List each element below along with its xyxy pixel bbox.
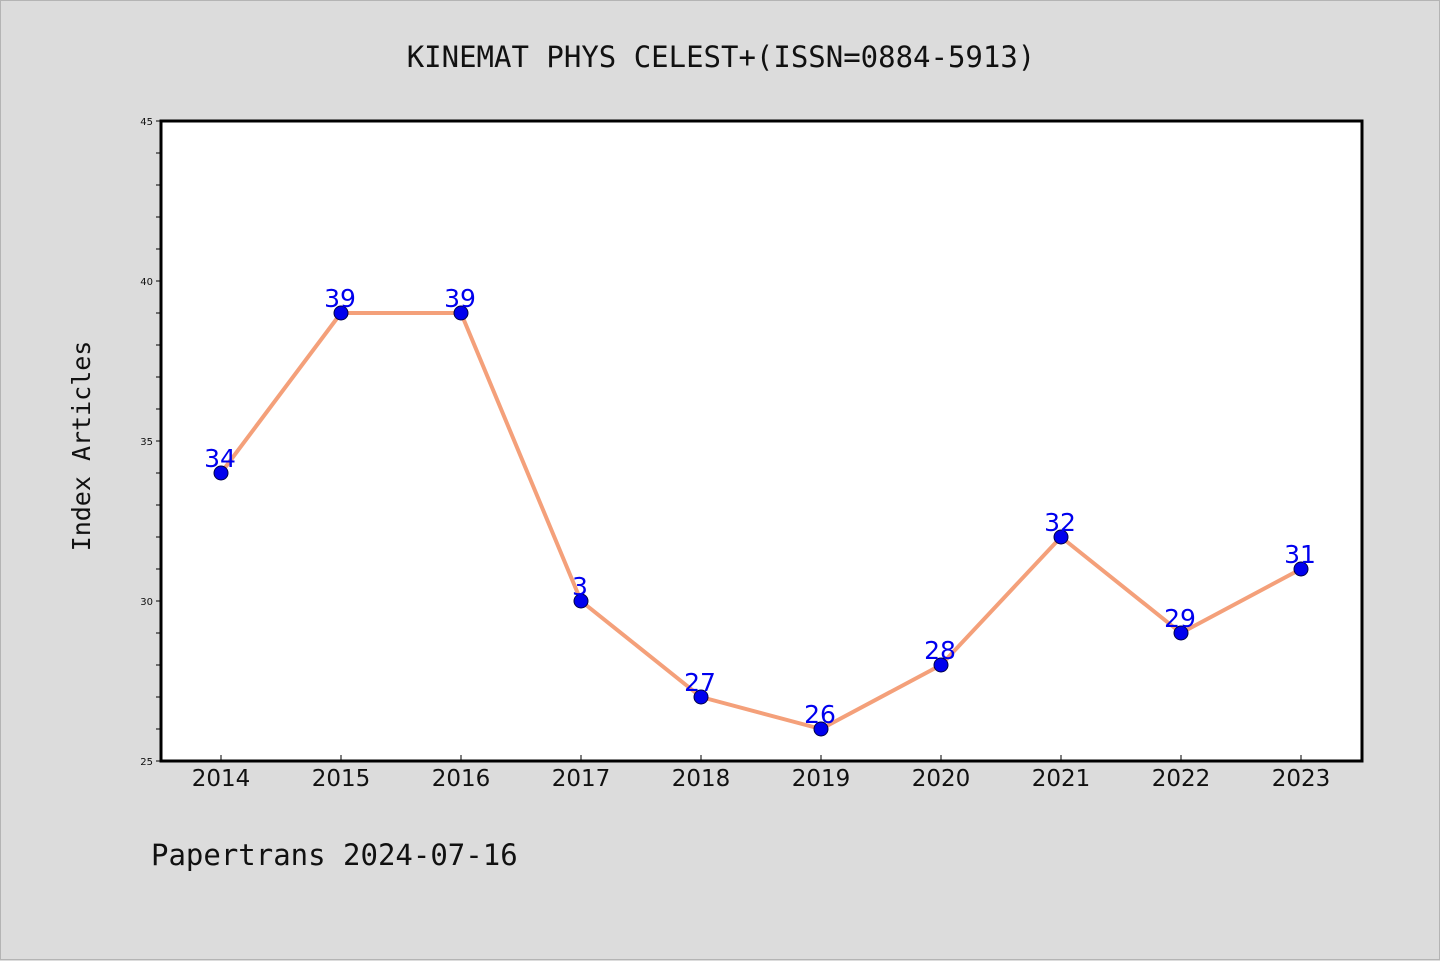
- data-label: 27: [684, 668, 716, 697]
- data-point: [573, 593, 589, 609]
- x-tick-label: 2019: [792, 766, 851, 792]
- x-tick-label: 2016: [432, 766, 491, 792]
- data-label: 39: [324, 284, 356, 313]
- footer-text: Papertrans 2024-07-16: [151, 838, 518, 872]
- y-tick-label: 25: [140, 757, 153, 768]
- data-point: [1173, 625, 1189, 641]
- x-tick-label: 2020: [912, 766, 971, 792]
- data-point: [1053, 529, 1069, 545]
- data-label: 32: [1044, 508, 1076, 537]
- chart-title: KINEMAT PHYS CELEST+(ISSN=0884-5913): [407, 40, 1036, 74]
- data-label: 28: [924, 636, 956, 665]
- y-tick-label: 35: [140, 437, 153, 448]
- series-layer: [213, 305, 1309, 737]
- plot-area: [159, 119, 1364, 763]
- x-tick-label: 2014: [192, 766, 251, 792]
- data-point: [333, 305, 349, 321]
- x-tick-label: 2022: [1152, 766, 1211, 792]
- y-axis-label: Index Articles: [67, 341, 96, 552]
- data-point: [813, 721, 829, 737]
- data-label: 26: [804, 700, 836, 729]
- x-tick-label: 2021: [1032, 766, 1091, 792]
- data-point: [933, 657, 949, 673]
- y-tick-label: 30: [140, 597, 153, 608]
- x-tick-label: 2015: [312, 766, 371, 792]
- y-tick-label: 40: [140, 277, 153, 288]
- x-tick-label: 2017: [552, 766, 611, 792]
- y-axis: 25 30 35 40 45: [140, 117, 161, 768]
- data-label: 34: [204, 444, 236, 473]
- data-label: 39: [444, 284, 476, 313]
- series-line: [219, 311, 1302, 731]
- data-point: [213, 465, 229, 481]
- data-point: [453, 305, 469, 321]
- x-tick-label: 2023: [1272, 766, 1331, 792]
- x-axis: 2014 2015 2016 2017 2018 2019 2020 2021 2022 2023: [192, 755, 1331, 792]
- data-point: [693, 689, 709, 705]
- y-tick-label: 45: [140, 117, 153, 128]
- data-label: 29: [1164, 604, 1196, 633]
- data-point: [1293, 561, 1309, 577]
- data-label-layer: 34 39 39 3 27 26 28 32 29 31: [204, 284, 1316, 729]
- data-label: 31: [1284, 540, 1316, 569]
- data-label: 3: [572, 572, 588, 601]
- x-tick-label: 2018: [672, 766, 731, 792]
